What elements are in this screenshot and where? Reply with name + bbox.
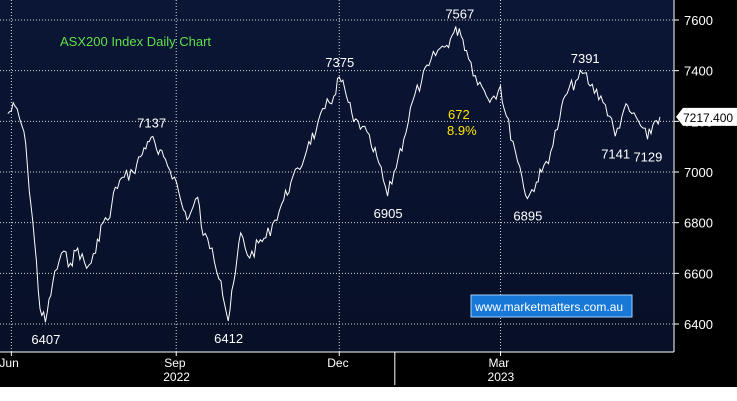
year-label: 2022 (163, 370, 190, 384)
url-watermark: www.marketmatters.com.au (470, 294, 633, 318)
annotation-label: 6895 (513, 209, 542, 224)
annotation-label: 7141 (601, 146, 630, 161)
highlight-points: 672 (448, 107, 470, 122)
y-tick-label: 6400 (684, 317, 713, 332)
annotation-label: 7129 (633, 149, 662, 164)
y-tick-label: 6800 (684, 216, 713, 231)
annotation-label: 7137 (137, 115, 166, 130)
chart-annotations: 6407 7137 6412 7375 6905 7567 6895 7391 7141 7129 (31, 6, 662, 347)
year-label: 2023 (488, 370, 515, 384)
last-value-tag: 7217.400 (676, 107, 737, 126)
x-tick-label: Jun (0, 356, 19, 370)
highlight-annotation: 672 8.9% (447, 107, 477, 138)
annotation-label: 6407 (31, 332, 60, 347)
chart-title: ASX200 Index Daily Chart (60, 34, 211, 49)
annotation-label: 6905 (374, 206, 403, 221)
footer-bar: AS51 Index (S&P/ASX 200) Graph 217 Daily… (0, 387, 737, 401)
annotation-label: 6412 (214, 331, 243, 346)
url-text: www.marketmatters.com.au (474, 300, 623, 314)
x-axis-panel (0, 352, 737, 387)
y-tick-label: 7000 (684, 165, 713, 180)
y-axis-panel (674, 0, 737, 352)
footer-center: Copyright© 2023 Bloomberg Finance L.P. (407, 387, 589, 400)
y-tick-label: 6600 (684, 266, 713, 281)
footer-right: 29-May-2023 16:35:43 (617, 387, 735, 400)
x-tick-label: Sep (164, 356, 186, 370)
y-tick-label: 7400 (684, 64, 713, 79)
price-series (7, 26, 661, 323)
x-tick-label: Dec (327, 356, 348, 370)
last-value-label: 7217.400 (683, 111, 733, 125)
highlight-percent: 8.9% (447, 123, 477, 138)
price-line (7, 26, 661, 323)
y-tick-label: 7600 (684, 13, 713, 28)
annotation-label: 7391 (571, 51, 600, 66)
gridlines (0, 0, 674, 352)
plot-background (0, 0, 674, 352)
footer-left: AS51 Index (S&P/ASX 200) Graph 217 Daily… (2, 387, 356, 400)
annotation-label: 7567 (445, 6, 474, 21)
x-tick-label: Mar (489, 356, 510, 370)
annotation-label: 7375 (325, 55, 354, 70)
x-axis-ticks: Jun Sep Dec Mar 2022 2023 (0, 351, 674, 385)
